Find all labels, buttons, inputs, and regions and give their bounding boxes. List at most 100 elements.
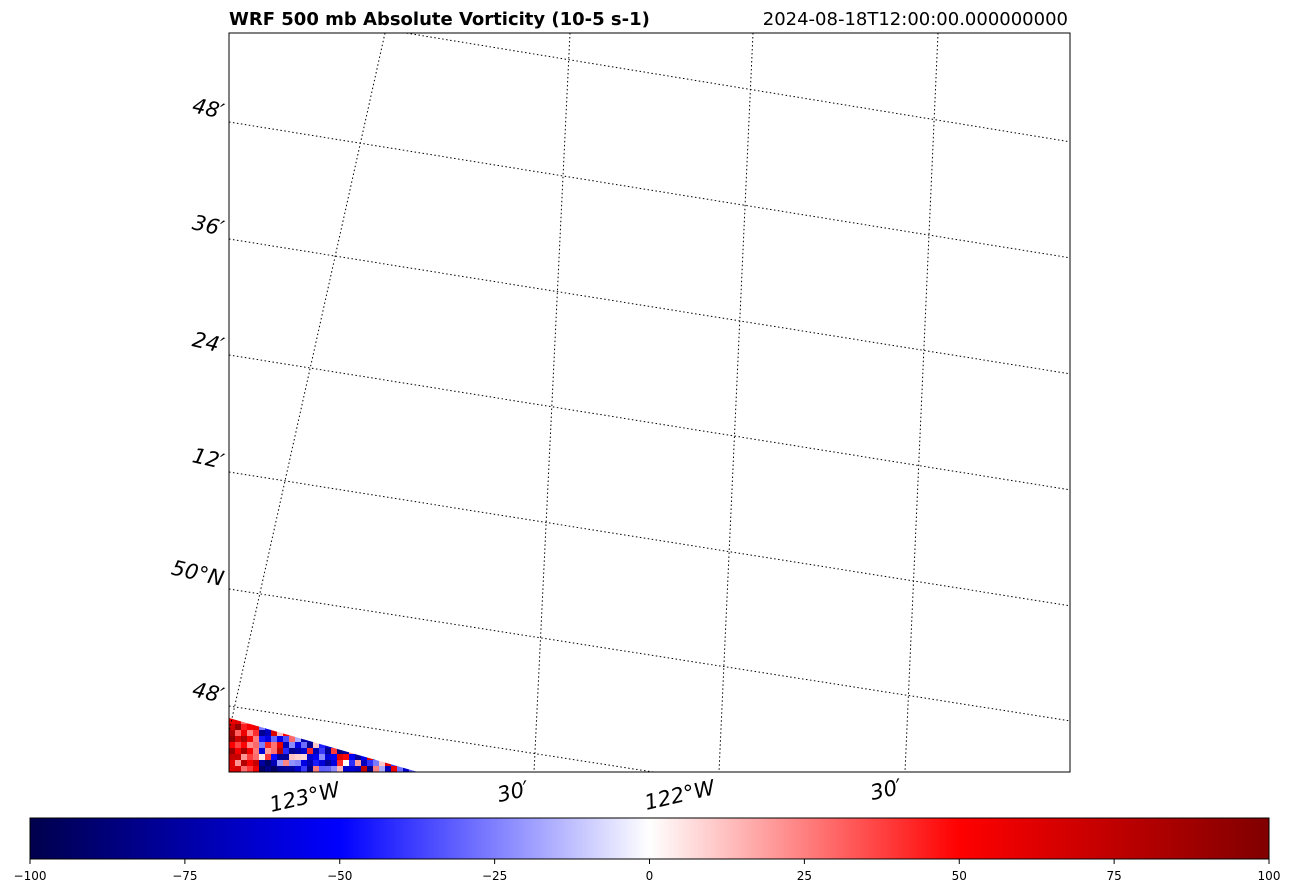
vorticity-cell: [241, 742, 247, 748]
vorticity-cell: [235, 748, 241, 754]
vorticity-cell: [235, 760, 241, 766]
vorticity-cell: [373, 760, 379, 766]
vorticity-cell: [253, 742, 259, 748]
vorticity-cell: [325, 748, 331, 754]
vorticity-cell: [283, 760, 289, 766]
vorticity-cell: [247, 742, 253, 748]
vorticity-cell: [289, 736, 295, 742]
vorticity-cell: [265, 760, 271, 766]
longitude-line: [1089, 33, 1122, 772]
vorticity-cell: [271, 748, 277, 754]
vorticity-cell: [361, 760, 367, 766]
vorticity-cell: [241, 748, 247, 754]
lon-label: 30′: [868, 774, 904, 805]
vorticity-cell: [271, 754, 277, 760]
vorticity-cell: [355, 760, 361, 766]
vorticity-cell: [349, 754, 355, 760]
gridlines: [229, 33, 1122, 772]
vorticity-cell: [265, 736, 271, 742]
vorticity-cell: [307, 748, 313, 754]
vorticity-cell: [331, 754, 337, 760]
vorticity-cell: [247, 754, 253, 760]
vorticity-cell: [229, 730, 235, 736]
vorticity-cell: [229, 766, 235, 772]
vorticity-cell: [277, 748, 283, 754]
colorbar-tick-label: 75: [1106, 869, 1121, 883]
vorticity-cell: [247, 736, 253, 742]
vorticity-cell: [265, 766, 271, 772]
vorticity-cell: [277, 760, 283, 766]
vorticity-cell: [337, 760, 343, 766]
vorticity-cell: [349, 766, 355, 772]
lon-label: 122°W: [642, 775, 718, 815]
vorticity-cell: [343, 766, 349, 772]
vorticity-cell: [337, 748, 343, 754]
vorticity-cell: [379, 766, 385, 772]
vorticity-cell: [319, 760, 325, 766]
vorticity-cell: [295, 760, 301, 766]
vorticity-cell: [295, 754, 301, 760]
map-background: [229, 33, 1070, 772]
vorticity-cell: [247, 730, 253, 736]
vorticity-cell: [319, 754, 325, 760]
lat-label: 48′: [190, 677, 226, 708]
vorticity-cell: [307, 754, 313, 760]
vorticity-cell: [289, 760, 295, 766]
colorbar-tick-label: 0: [646, 869, 654, 883]
vorticity-cell: [313, 766, 319, 772]
vorticity-cell: [403, 766, 409, 772]
vorticity-cell: [361, 754, 367, 760]
colorbar-tick-label: 100: [1258, 869, 1281, 883]
vorticity-cell: [319, 742, 325, 748]
vorticity-cell: [241, 730, 247, 736]
vorticity-cell: [277, 730, 283, 736]
vorticity-cell: [367, 760, 373, 766]
vorticity-cell: [283, 766, 289, 772]
vorticity-cell: [379, 760, 385, 766]
vorticity-cell: [253, 766, 259, 772]
vorticity-cell: [301, 754, 307, 760]
vorticity-cell: [229, 718, 235, 724]
vorticity-cell: [349, 760, 355, 766]
vorticity-cell: [307, 742, 313, 748]
vorticity-cell: [241, 766, 247, 772]
vorticity-cell: [391, 766, 397, 772]
lon-label: 30′: [495, 776, 531, 807]
vorticity-cell: [247, 766, 253, 772]
vorticity-cell: [397, 766, 403, 772]
vorticity-cell: [283, 748, 289, 754]
vorticity-cell: [355, 754, 361, 760]
map-frame: [228, 32, 1071, 773]
longitude-line: [533, 33, 571, 772]
vorticity-cell: [247, 724, 253, 730]
colorbar: −100 −75 −50 −25 0 25 50 75 100: [14, 817, 1281, 883]
vorticity-cell: [289, 754, 295, 760]
lat-label: 50°N: [169, 556, 226, 591]
colorbar-gradient: [29, 817, 1270, 860]
vorticity-cell: [277, 736, 283, 742]
vorticity-cell: [373, 766, 379, 772]
vorticity-cell: [253, 748, 259, 754]
vorticity-cell: [265, 748, 271, 754]
vorticity-cell: [229, 748, 235, 754]
vorticity-cell: [259, 760, 265, 766]
lat-label: 48′: [190, 93, 226, 124]
vorticity-cell: [313, 742, 319, 748]
vorticity-cell: [247, 760, 253, 766]
lat-label: 36′: [190, 210, 226, 241]
vorticity-cell: [289, 742, 295, 748]
vorticity-cell: [289, 748, 295, 754]
colorbar-tick-label: 50: [952, 869, 967, 883]
vorticity-cell: [241, 760, 247, 766]
vorticity-cell: [295, 736, 301, 742]
vorticity-cell: [271, 742, 277, 748]
vorticity-cell: [235, 724, 241, 730]
vorticity-cell: [229, 760, 235, 766]
vorticity-cell: [259, 742, 265, 748]
vorticity-cell: [301, 748, 307, 754]
vorticity-cell: [325, 760, 331, 766]
vorticity-cell: [235, 766, 241, 772]
vorticity-cell: [313, 748, 319, 754]
vorticity-cell: [289, 766, 295, 772]
